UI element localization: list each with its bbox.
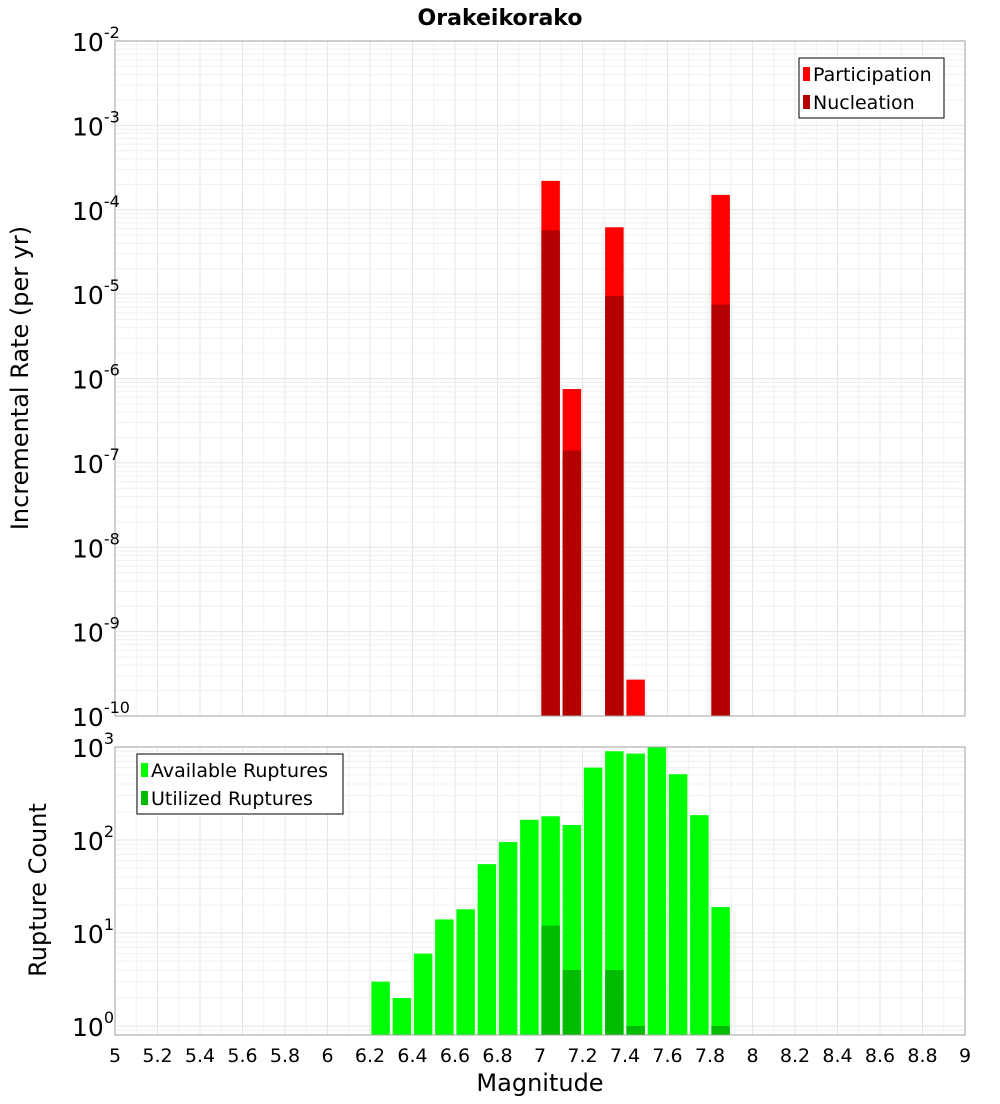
rupture-legend-label: Available Ruptures [151, 760, 328, 782]
x-tick-label: 5.6 [227, 1045, 257, 1067]
rupture-grid [114, 746, 966, 1036]
rate-y-tick-label: 10-2 [72, 23, 120, 57]
x-tick-label: 8.2 [780, 1045, 810, 1067]
rate-y-ticks: 10-2 10-3 10-4 10-5 10-6 10-7 10-8 10-9 10-10 [72, 23, 130, 732]
rupture-bar [435, 919, 454, 1035]
rate-plot-frame [114, 40, 966, 717]
rate-y-tick-label: 10-5 [72, 276, 120, 310]
rupture-legend-swatch [141, 763, 148, 777]
rate-panel: 10-2 10-3 10-4 10-5 10-6 10-7 10-8 10-9 10-10 Par… [72, 23, 966, 732]
chart-title: Orakeikorako [418, 6, 583, 31]
rupture-bar [371, 981, 390, 1035]
rupture-bar [668, 774, 688, 1035]
rate-y-axis-label: Incremental Rate (per yr) [6, 226, 34, 530]
rate-legend-box [798, 57, 945, 119]
x-tick-label: 6 [321, 1045, 333, 1067]
rupture-legend-box [136, 753, 344, 815]
rupture-bar [626, 1025, 645, 1035]
rate-legend-swatch [803, 95, 810, 109]
rate-y-tick-label: 10-6 [72, 361, 120, 395]
rate-y-tick-label: 10-10 [72, 698, 130, 732]
x-tick-label: 7.4 [610, 1045, 640, 1067]
rupture-bar [413, 953, 433, 1035]
rupture-bar [711, 1025, 730, 1035]
rupture-bar [583, 767, 603, 1035]
x-tick-label: 8 [746, 1045, 758, 1067]
x-tick-label: 6.2 [355, 1045, 385, 1067]
rupture-y-tick-label: 103 [72, 729, 114, 763]
rupture-bar [541, 925, 560, 1035]
rupture-bar [456, 909, 475, 1035]
rupture-series-1 [541, 925, 730, 1035]
rate-legend-label: Participation [813, 64, 932, 86]
x-tick-label: 7 [534, 1045, 546, 1067]
rate-grid [114, 40, 966, 717]
rate-y-tick-label: 10-3 [72, 107, 120, 141]
rupture-bar [477, 864, 497, 1035]
rupture-legend: Available Ruptures Utilized Ruptures [136, 753, 344, 815]
x-tick-label: 6.6 [440, 1045, 470, 1067]
rate-bar [562, 450, 582, 716]
x-tick-label: 5.4 [185, 1045, 215, 1067]
x-tick-label: 7.8 [695, 1045, 725, 1067]
rate-bar [626, 679, 645, 716]
x-tick-label: 6.4 [397, 1045, 427, 1067]
x-tick-label: 6.8 [482, 1045, 512, 1067]
rate-legend-swatch [803, 67, 810, 81]
rate-bar [541, 230, 560, 716]
rupture-plot-frame [114, 746, 966, 1036]
rupture-y-tick-label: 101 [72, 915, 114, 949]
rate-bar [605, 296, 624, 716]
x-tick-label: 9 [959, 1045, 971, 1067]
rate-legend: Participation Nucleation [798, 57, 945, 119]
rate-y-tick-label: 10-9 [72, 614, 120, 648]
x-tick-label: 8.6 [865, 1045, 895, 1067]
rupture-y-ticks: 103 102 101 100 [72, 729, 114, 1042]
rate-y-tick-label: 10-4 [72, 192, 120, 226]
rate-bar [711, 304, 730, 716]
x-tick-label: 7.6 [652, 1045, 682, 1067]
rupture-bar [520, 819, 539, 1035]
rupture-bar [605, 969, 624, 1035]
rupture-bar [498, 842, 518, 1035]
rupture-y-tick-label: 100 [72, 1008, 114, 1042]
magnitude-x-axis-label: Magnitude [476, 1069, 603, 1097]
rupture-bar [647, 747, 667, 1035]
rupture-count-y-axis-label: Rupture Count [24, 803, 52, 977]
rupture-bar [605, 751, 624, 1035]
rupture-bar [562, 969, 582, 1035]
rupture-series-0 [371, 747, 730, 1035]
x-tick-label: 5.2 [142, 1045, 172, 1067]
x-tick-label: 7.2 [567, 1045, 597, 1067]
rupture-bar [626, 753, 645, 1035]
x-tick-label: 5.8 [270, 1045, 300, 1067]
x-tick-label: 5 [109, 1045, 121, 1067]
rate-y-tick-label: 10-8 [72, 529, 120, 563]
rate-series-1 [541, 230, 730, 716]
rate-legend-label: Nucleation [813, 92, 915, 114]
magnitude-x-ticks: 5 5.2 5.4 5.6 5.8 6 6.2 6.4 6.6 6.8 7 7.2 7.4 7.6 7.8 8… [109, 1045, 971, 1067]
rate-y-tick-label: 10-7 [72, 445, 120, 479]
rupture-bar [392, 997, 412, 1035]
rupture-y-tick-label: 102 [72, 822, 114, 856]
rupture-bar [711, 907, 730, 1035]
x-tick-label: 8.8 [907, 1045, 937, 1067]
rupture-legend-label: Utilized Ruptures [151, 788, 313, 810]
rupture-bar [690, 815, 709, 1035]
rupture-legend-swatch [141, 791, 148, 805]
x-tick-label: 8.4 [822, 1045, 852, 1067]
